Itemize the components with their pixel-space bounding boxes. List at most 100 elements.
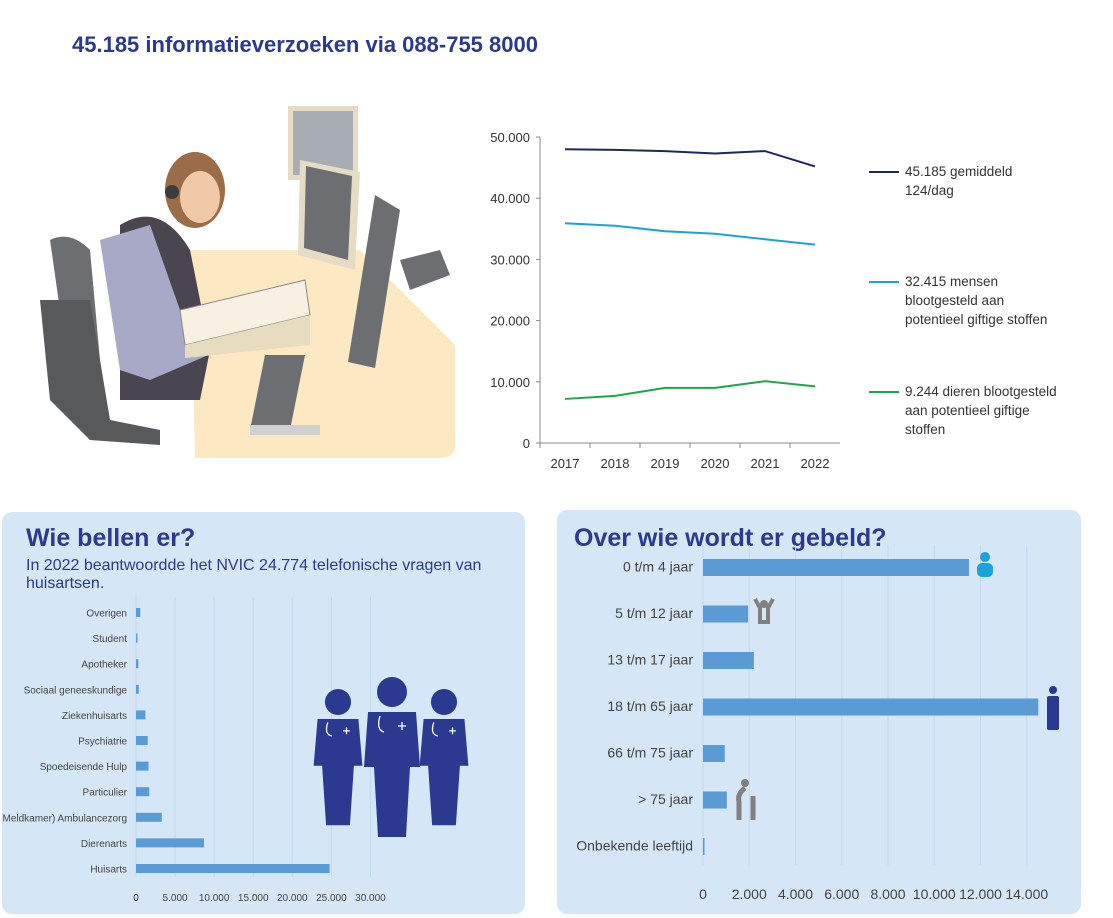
legend-label: aan potentieel giftige xyxy=(905,403,1030,418)
category-label: (Meldkamer) Ambulancezorg xyxy=(2,813,127,824)
bar xyxy=(703,605,749,623)
category-label: Psychiatrie xyxy=(78,737,127,748)
x-tick-label: 8.000 xyxy=(870,886,905,902)
legend-label: 9.244 dieren blootgesteld xyxy=(905,384,1057,399)
category-label: 18 t/m 65 jaar xyxy=(607,698,693,714)
line-chart: 0 10.000 20.000 30.000 40.000 50.000 2017 2018 2… xyxy=(490,130,840,471)
elderly-icon xyxy=(741,779,749,787)
x-tick-label: 2018 xyxy=(601,456,630,471)
callers-bar-chart: 0 5.000 10.000 15.000 20.000 25.000 30.000 Over… xyxy=(2,597,469,904)
legend-swatch xyxy=(869,391,899,393)
legend-label: stoffen xyxy=(905,422,946,437)
y-tick-label: 40.000 xyxy=(490,191,530,206)
category-label: 13 t/m 17 jaar xyxy=(607,652,693,668)
baby-icon xyxy=(980,552,990,562)
x-tick-label: 2019 xyxy=(651,456,680,471)
x-tick-label: 30.000 xyxy=(355,893,386,904)
stethoscope-icon xyxy=(431,722,456,737)
bar xyxy=(136,864,330,873)
y-tick-label: 20.000 xyxy=(490,314,530,329)
callers-title: Wie bellen er? xyxy=(26,524,196,552)
bar xyxy=(136,633,138,643)
series-line-2 xyxy=(564,380,816,400)
category-label: 5 t/m 12 jaar xyxy=(615,605,693,621)
legend-label: 124/dag xyxy=(905,183,954,198)
category-label: 0 t/m 4 jaar xyxy=(623,559,693,575)
bar xyxy=(703,652,754,669)
x-tick-label: 2020 xyxy=(701,456,730,471)
call-center-illustration xyxy=(40,106,455,458)
category-label: Spoedeisende Hulp xyxy=(40,762,128,773)
doctor-icon xyxy=(377,677,407,707)
category-label: Ziekenhuisarts xyxy=(62,711,127,722)
legend-item: 45.185 gemiddeld 124/dag xyxy=(869,162,1013,200)
callers-subtitle: In 2022 beantwoordde het NVIC 24.774 tel… xyxy=(26,557,482,592)
bar xyxy=(136,761,149,771)
child-body-icon xyxy=(753,598,775,624)
bar xyxy=(136,736,148,745)
x-tick-label: 0 xyxy=(133,893,139,904)
category-label: > 75 jaar xyxy=(638,791,693,807)
legend-label: blootgesteld aan xyxy=(905,293,1005,308)
y-tick-label: 0 xyxy=(523,436,530,451)
doctor-icon xyxy=(324,688,352,716)
series-line-0 xyxy=(564,148,816,168)
x-tick-label: 2022 xyxy=(801,456,830,471)
y-tick-label: 50.000 xyxy=(490,130,530,145)
legend-swatch xyxy=(869,281,899,283)
bar xyxy=(136,787,150,797)
stethoscope-icon xyxy=(378,715,406,733)
bar xyxy=(703,559,969,576)
x-tick-label: 2.000 xyxy=(732,886,767,902)
legend-swatch xyxy=(869,171,899,173)
stethoscope-icon xyxy=(325,722,350,737)
legend-item: 32.415 mensen blootgesteld aan potentieel … xyxy=(869,272,1048,329)
x-tick-label: 2017 xyxy=(551,456,580,471)
series-line-1 xyxy=(564,222,816,246)
category-label: Onbekende leeftijd xyxy=(576,838,693,854)
bar xyxy=(136,710,146,720)
category-label: Huisarts xyxy=(90,865,127,876)
doctor-body-icon xyxy=(364,712,420,837)
x-tick-label: 2021 xyxy=(751,456,780,471)
bar xyxy=(136,659,139,669)
category-label: Apotheker xyxy=(81,660,127,671)
category-label: Particulier xyxy=(83,788,128,799)
x-tick-label: 14.000 xyxy=(1005,886,1048,902)
x-tick-label: 25.000 xyxy=(316,893,347,904)
subjects-title: Over wie wordt er gebeld? xyxy=(574,524,887,552)
bar xyxy=(136,608,141,617)
bar xyxy=(136,812,162,822)
x-tick-label: 4.000 xyxy=(778,886,813,902)
x-tick-label: 6.000 xyxy=(824,886,859,902)
doctor-body-icon xyxy=(313,719,363,826)
bar xyxy=(703,838,705,855)
child-icon xyxy=(760,600,768,608)
elderly-body-icon xyxy=(736,786,756,820)
doctor-icon xyxy=(430,688,458,716)
legend-label: potentieel giftige stoffen xyxy=(905,312,1048,327)
x-tick-label: 0 xyxy=(699,886,707,902)
x-tick-label: 12.000 xyxy=(959,886,1002,902)
bar xyxy=(136,838,204,848)
page-title: 45.185 informatieverzoeken via 088-755 8… xyxy=(72,32,538,57)
bar xyxy=(703,745,725,762)
y-tick-label: 30.000 xyxy=(490,252,530,267)
bar xyxy=(703,791,727,809)
x-tick-label: 20.000 xyxy=(277,893,308,904)
category-label: Student xyxy=(93,634,128,645)
subjects-bar-chart: 0 2.000 4.000 6.000 8.000 10.000 12.000 14.000 0… xyxy=(576,545,1059,902)
category-label: Sociaal geneeskundige xyxy=(24,685,128,696)
x-tick-label: 10.000 xyxy=(199,893,230,904)
adult-body-icon xyxy=(1047,696,1059,730)
category-label: Overigen xyxy=(86,609,127,620)
category-label: 66 t/m 75 jaar xyxy=(607,745,693,761)
bar xyxy=(703,698,1039,716)
adult-icon xyxy=(1049,686,1057,694)
legend-item: 9.244 dieren blootgesteld aan potentieel … xyxy=(869,382,1057,439)
legend-label: 32.415 mensen xyxy=(905,274,999,289)
y-tick-label: 10.000 xyxy=(490,375,530,390)
subjects-panel: Over wie wordt er gebeld? 0 2.000 4.000 6.0… xyxy=(557,510,1081,914)
legend-label: 45.185 gemiddeld xyxy=(905,164,1013,179)
bar xyxy=(136,684,139,694)
